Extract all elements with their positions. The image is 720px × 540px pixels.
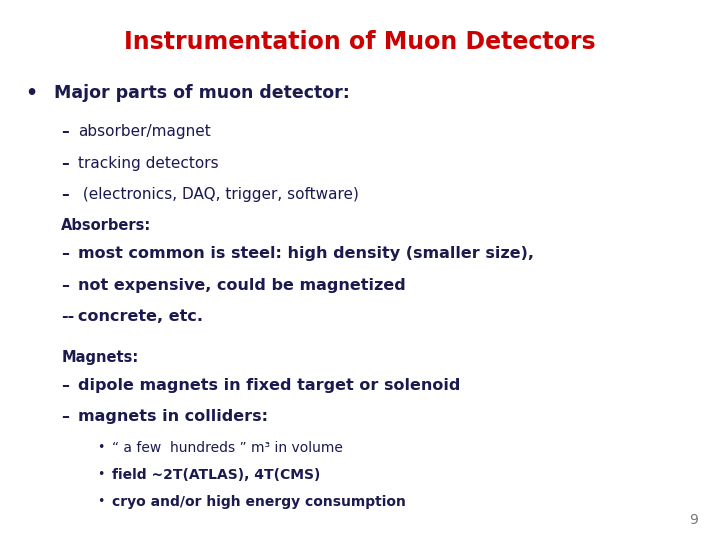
Text: --: --: [61, 309, 74, 324]
Text: –: –: [61, 246, 69, 261]
Text: 9: 9: [690, 512, 698, 526]
Text: Instrumentation of Muon Detectors: Instrumentation of Muon Detectors: [124, 30, 596, 53]
Text: •: •: [97, 468, 104, 481]
Text: cryo and/or high energy consumption: cryo and/or high energy consumption: [112, 495, 405, 509]
Text: absorber/magnet: absorber/magnet: [78, 124, 210, 139]
Text: “ a few  hundreds ” m³ in volume: “ a few hundreds ” m³ in volume: [112, 441, 343, 455]
Text: •: •: [97, 441, 104, 454]
Text: magnets in colliders:: magnets in colliders:: [78, 409, 268, 424]
Text: –: –: [61, 156, 69, 171]
Text: not expensive, could be magnetized: not expensive, could be magnetized: [78, 278, 405, 293]
Text: –: –: [61, 278, 69, 293]
Text: –: –: [61, 124, 69, 139]
Text: –: –: [61, 187, 69, 202]
Text: •: •: [97, 495, 104, 508]
Text: concrete, etc.: concrete, etc.: [78, 309, 203, 324]
Text: –: –: [61, 378, 69, 393]
Text: tracking detectors: tracking detectors: [78, 156, 218, 171]
Text: •: •: [25, 84, 37, 103]
Text: (electronics, DAQ, trigger, software): (electronics, DAQ, trigger, software): [78, 187, 359, 202]
Text: field ~2T(ATLAS), 4T(CMS): field ~2T(ATLAS), 4T(CMS): [112, 468, 320, 482]
Text: most common is steel: high density (smaller size),: most common is steel: high density (smal…: [78, 246, 534, 261]
Text: dipole magnets in fixed target or solenoid: dipole magnets in fixed target or soleno…: [78, 378, 460, 393]
Text: Magnets:: Magnets:: [61, 350, 138, 365]
Text: Absorbers:: Absorbers:: [61, 218, 151, 233]
Text: –: –: [61, 409, 69, 424]
Text: Major parts of muon detector:: Major parts of muon detector:: [54, 84, 350, 102]
